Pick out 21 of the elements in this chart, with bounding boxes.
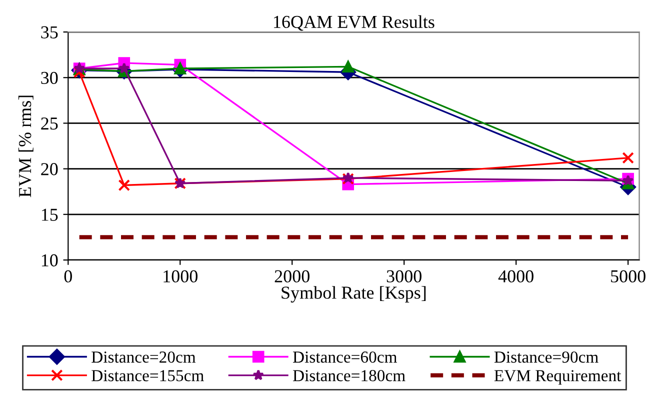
x-tick-label: 0: [64, 270, 72, 282]
chart-title: 16QAM EVM Results: [274, 15, 434, 31]
legend-label: EVM Requirement: [494, 370, 622, 385]
x-tick-label: 3000: [386, 270, 422, 282]
y-tick-label: 15: [42, 208, 58, 221]
x-tick-label: 4000: [498, 270, 534, 282]
legend-label: Distance=60cm: [293, 351, 397, 363]
legend-label: Distance=180cm: [293, 370, 406, 382]
legend-label: Distance=155cm: [92, 370, 204, 382]
x-axis-title: Symbol Rate [Ksps]: [282, 286, 426, 303]
x-tick-label: 1000: [164, 270, 198, 282]
y-tick-label: 25: [41, 118, 58, 130]
legend-label: Distance=90cm: [494, 351, 598, 363]
y-tick-label: 20: [41, 163, 58, 176]
x-tick-label: 5000: [611, 270, 646, 282]
y-tick-label: 10: [42, 254, 58, 266]
y-tick-label: 30: [41, 72, 58, 84]
y-axis-title: EVM [% rms]: [18, 96, 34, 198]
x-tick-label: 2000: [274, 270, 310, 282]
y-tick-label: 35: [41, 26, 58, 38]
legend-label: Distance=20cm: [92, 351, 196, 363]
